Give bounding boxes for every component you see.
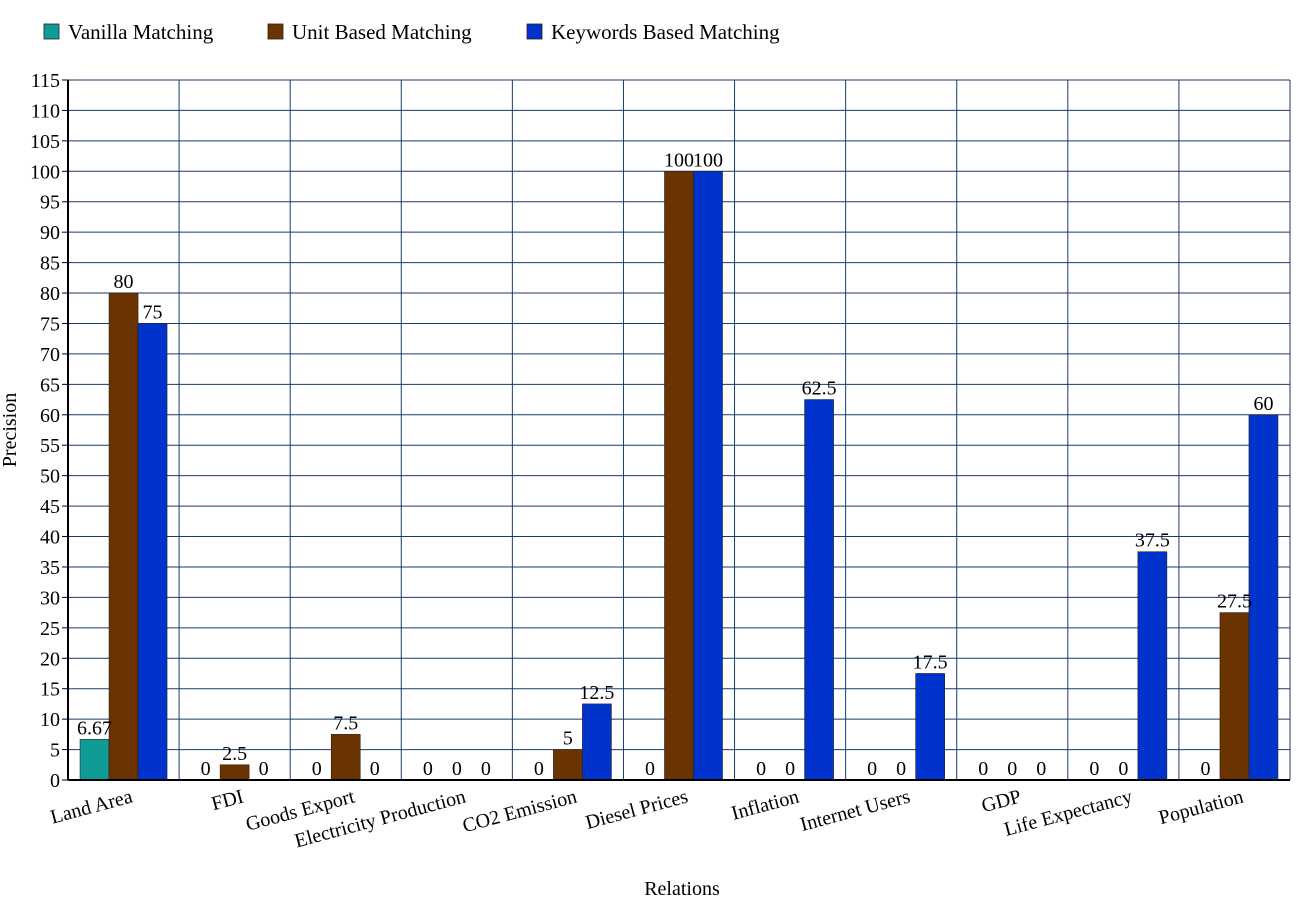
x-category-label: Diesel Prices — [583, 786, 690, 834]
y-tick-label: 100 — [30, 161, 60, 183]
y-tick-label: 25 — [40, 618, 60, 640]
legend-label: Keywords Based Matching — [551, 20, 780, 44]
data-label: 0 — [645, 758, 655, 780]
bar-keywords-based-matching — [582, 703, 612, 781]
data-label: 7.5 — [333, 712, 358, 734]
x-category-label: GDP — [979, 786, 1023, 818]
y-tick-label: 15 — [40, 679, 60, 701]
y-tick-label: 65 — [40, 374, 60, 396]
data-label: 80 — [114, 271, 134, 293]
data-label: 0 — [785, 758, 795, 780]
y-tick-label: 10 — [40, 709, 60, 731]
data-label: 5 — [563, 728, 573, 750]
y-tick-label: 110 — [31, 100, 60, 122]
data-label: 0 — [201, 758, 211, 780]
data-label: 0 — [481, 758, 491, 780]
bar-unit-based-matching — [664, 171, 694, 781]
data-label: 0 — [1118, 758, 1128, 780]
data-label: 0 — [534, 758, 544, 780]
bar-unit-based-matching — [219, 764, 250, 781]
y-tick-label: 75 — [40, 313, 60, 335]
data-label: 2.5 — [222, 743, 247, 765]
y-tick-label: 30 — [40, 587, 60, 609]
x-category-label: CO2 Emission — [460, 786, 579, 838]
x-category-label: Land Area — [48, 786, 135, 829]
legend-label: Vanilla Matching — [68, 20, 214, 44]
y-tick-label: 70 — [40, 344, 60, 366]
bar-keywords-based-matching — [1137, 551, 1168, 781]
data-label: 100 — [693, 149, 723, 171]
x-category-label: Population — [1156, 786, 1245, 830]
bar-keywords-based-matching — [137, 323, 168, 781]
y-tick-label: 115 — [31, 70, 60, 92]
data-label: 12.5 — [579, 682, 614, 704]
y-tick-label: 20 — [40, 648, 60, 670]
y-tick-label: 55 — [40, 435, 60, 457]
data-label: 0 — [756, 758, 766, 780]
y-tick-label: 105 — [30, 131, 60, 153]
data-label: 0 — [312, 758, 322, 780]
y-tick-label: 95 — [40, 192, 60, 214]
y-tick-label: 45 — [40, 496, 60, 518]
bar-keywords-based-matching — [693, 171, 723, 781]
data-label: 0 — [1036, 758, 1046, 780]
y-tick-labels: 0 5 10 15 20 25 30 35 40 45 50 55 60 65 70 75 80 85 90 95 10… — [30, 70, 60, 792]
bar-keywords-based-matching — [804, 399, 834, 781]
y-tick-label: 80 — [40, 283, 60, 305]
bar-vanilla-matching — [79, 739, 110, 781]
data-label: 75 — [143, 301, 163, 323]
y-tick-label: 40 — [40, 527, 60, 549]
data-label: 0 — [978, 758, 988, 780]
data-label: 0 — [370, 758, 380, 780]
y-tick-label: 35 — [40, 557, 60, 579]
bar-unit-based-matching — [108, 292, 139, 781]
data-label: 17.5 — [913, 651, 948, 673]
x-category-label: Life Expectancy — [1002, 786, 1135, 841]
y-tick-label: 5 — [50, 740, 60, 762]
axes — [62, 79, 1290, 781]
bars — [79, 171, 1279, 781]
legend: Vanilla Matching Unit Based Matching Keywo… — [43, 20, 780, 44]
data-label: 0 — [259, 758, 269, 780]
x-category-label: Internet Users — [798, 786, 913, 836]
data-label: 27.5 — [1217, 591, 1252, 613]
data-label: 0 — [1007, 758, 1017, 780]
data-label: 0 — [896, 758, 906, 780]
y-axis-title: Precision — [0, 393, 21, 467]
y-tick-label: 90 — [40, 222, 60, 244]
data-label: 100 — [664, 149, 694, 171]
legend-swatch — [526, 23, 543, 40]
bar-keywords-based-matching — [915, 673, 945, 781]
legend-swatch — [43, 23, 60, 40]
data-label: 60 — [1253, 393, 1273, 415]
bar-unit-based-matching — [330, 734, 361, 781]
x-category-label: Inflation — [729, 786, 801, 825]
data-label: 0 — [423, 758, 433, 780]
y-tick-label: 85 — [40, 253, 60, 275]
bar-keywords-based-matching — [1248, 414, 1279, 781]
data-label: 62.5 — [802, 378, 837, 400]
y-tick-label: 0 — [50, 770, 60, 792]
y-tick-label: 50 — [40, 466, 60, 488]
data-label: 0 — [1200, 758, 1210, 780]
data-label: 37.5 — [1135, 530, 1170, 552]
legend-label: Unit Based Matching — [292, 20, 472, 44]
bar-unit-based-matching — [553, 749, 583, 781]
data-label: 0 — [1089, 758, 1099, 780]
data-label: 0 — [452, 758, 462, 780]
y-tick-label: 60 — [40, 405, 60, 427]
data-label: 6.67 — [77, 717, 112, 739]
legend-swatch — [267, 23, 284, 40]
x-category-label: FDI — [209, 786, 246, 816]
x-axis-title: Relations — [644, 878, 720, 900]
data-label: 0 — [867, 758, 877, 780]
bar-unit-based-matching — [1219, 612, 1250, 781]
